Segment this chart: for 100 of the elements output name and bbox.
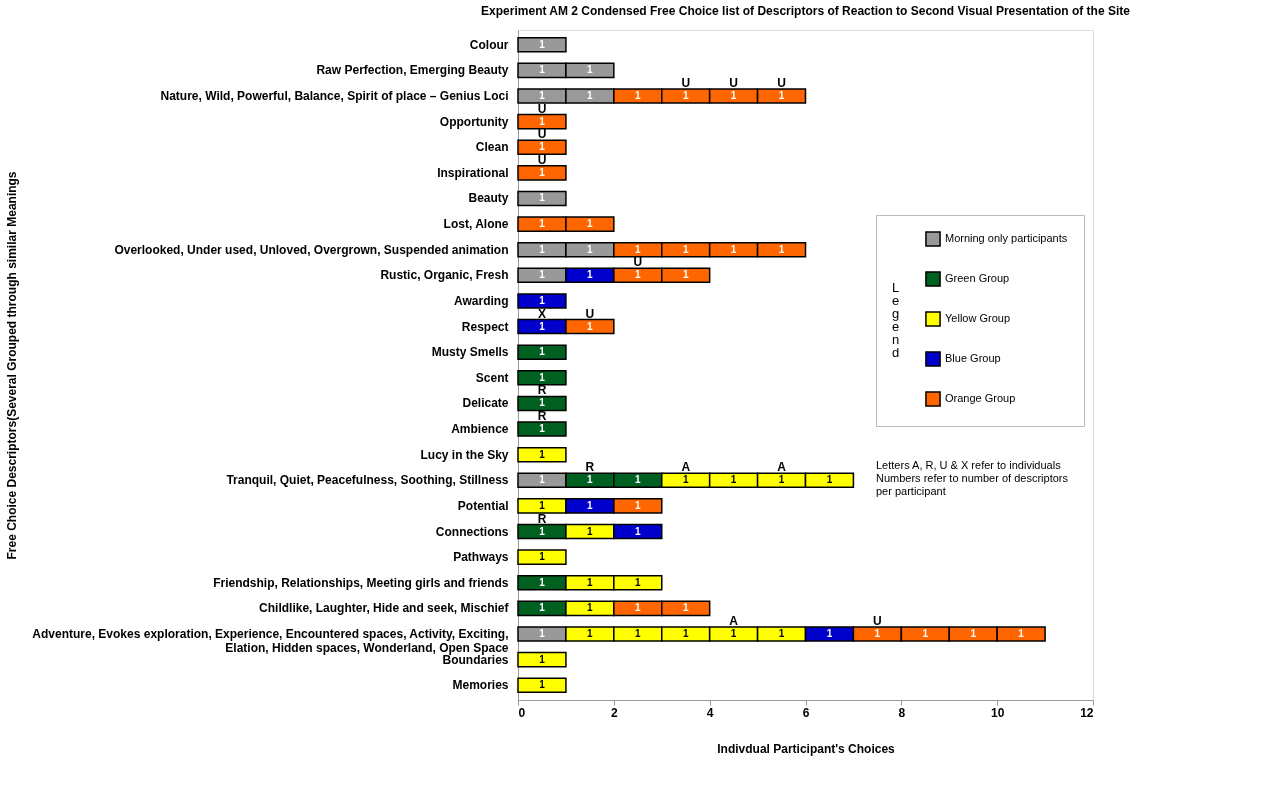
- data-label: 1: [778, 628, 785, 640]
- data-label: 1: [587, 499, 594, 511]
- bar: [517, 446, 567, 463]
- y-tick-label: Awarding: [454, 293, 509, 308]
- data-label: 1: [635, 243, 642, 255]
- annotation: U: [537, 152, 547, 167]
- x-axis-title: Indivdual Participant's Choices: [717, 741, 896, 756]
- data-label: 1: [539, 628, 546, 640]
- data-label: 1: [635, 525, 642, 537]
- y-tick-label: Clean: [475, 140, 509, 155]
- data-label: 1: [1018, 628, 1025, 640]
- y-tick-label: Connections: [435, 524, 509, 539]
- y-tick-label: Lucy in the Sky: [420, 447, 509, 462]
- y-tick-label: Memories: [452, 678, 509, 693]
- bar: [517, 344, 567, 360]
- y-tick-label: Adventure, Evokes exploration, Experience, Encountered spaces, Activity, Exciting, Elation, Hidden spaces, Wonderland, Open Space: [32, 627, 509, 656]
- y-tick-label: Overlooked, Under used, Unloved, Overgrown, Suspended animation: [114, 242, 509, 257]
- data-label: 1: [539, 166, 546, 178]
- data-label: 1: [778, 474, 785, 486]
- data-label: 1: [635, 269, 642, 281]
- data-label: 1: [587, 218, 594, 230]
- data-label: 1: [635, 576, 642, 588]
- legend-label: Yellow Group: [945, 312, 1011, 324]
- data-label: 1: [826, 474, 833, 486]
- bar: [517, 113, 567, 130]
- data-label: 1: [539, 679, 546, 691]
- data-label: 1: [539, 499, 546, 511]
- annotation: X: [537, 306, 546, 321]
- data-label: 1: [587, 64, 594, 76]
- x-tick-label: 6: [802, 705, 810, 720]
- annotation: U: [777, 75, 786, 90]
- data-label: 1: [539, 141, 546, 153]
- y-tick-label: Friendship, Relationships, Meeting girls and friends: [213, 575, 509, 590]
- y-tick-label: Inspirational: [437, 165, 509, 180]
- x-tick-label: 2: [610, 705, 618, 720]
- data-label: 1: [539, 602, 546, 614]
- data-label: 1: [587, 602, 594, 614]
- annotation: R: [585, 460, 595, 475]
- bar: [517, 677, 567, 694]
- bar: [517, 293, 567, 309]
- data-label: 1: [587, 576, 594, 588]
- bar: [517, 549, 567, 565]
- annotation: R: [537, 409, 547, 424]
- annotation: U: [681, 75, 691, 90]
- y-tick-label: Raw Perfection, Emerging Beauty: [316, 63, 509, 78]
- annotation: U: [729, 75, 738, 90]
- annotation: R: [537, 511, 547, 526]
- data-label: 1: [539, 294, 546, 306]
- annotation: U: [633, 255, 643, 270]
- legend-label: Orange Group: [945, 392, 1016, 404]
- data-label: 1: [682, 89, 689, 101]
- y-tick-label: Lost, Alone: [443, 217, 509, 232]
- data-label: 1: [730, 89, 737, 101]
- data-label: 1: [539, 346, 546, 358]
- legend-label: Morning only participants: [945, 232, 1068, 244]
- annotation: U: [585, 306, 595, 321]
- y-tick-label: Scent: [475, 370, 509, 385]
- legend-label: Blue Group: [945, 352, 1001, 364]
- data-label: 1: [682, 243, 689, 255]
- data-label: 1: [587, 269, 594, 281]
- data-label: 1: [539, 64, 546, 76]
- data-label: 1: [682, 602, 689, 614]
- data-label: 1: [539, 397, 546, 409]
- data-label: 1: [539, 38, 546, 50]
- x-tick-label: 0: [518, 705, 526, 720]
- data-label: 1: [635, 602, 642, 614]
- y-tick-label: Ambience: [451, 422, 509, 437]
- bar: [517, 165, 567, 181]
- y-tick-label: Musty Smells: [431, 345, 509, 360]
- annotation: A: [729, 614, 739, 629]
- data-label: 1: [874, 628, 881, 640]
- annotation: U: [537, 101, 547, 116]
- data-label: 1: [635, 89, 642, 101]
- annotation: R: [537, 383, 547, 398]
- data-label: 1: [922, 628, 929, 640]
- x-tick-label: 10: [990, 705, 1005, 720]
- annotation: U: [537, 127, 547, 142]
- data-label: 1: [826, 628, 833, 640]
- data-label: 1: [539, 371, 546, 383]
- bar: [517, 139, 567, 156]
- data-label: 1: [539, 551, 546, 563]
- data-label: 1: [587, 243, 594, 255]
- bar: [517, 651, 567, 668]
- data-label: 1: [539, 448, 546, 460]
- bar: [517, 421, 567, 437]
- data-label: 1: [539, 115, 546, 127]
- annotation: A: [681, 460, 691, 475]
- data-label: 1: [682, 474, 689, 486]
- data-label: 1: [682, 269, 689, 281]
- data-label: 1: [587, 474, 594, 486]
- data-label: 1: [539, 89, 546, 101]
- data-label: 1: [539, 269, 546, 281]
- data-label: 1: [539, 474, 546, 486]
- data-label: 1: [682, 628, 689, 640]
- y-tick-label: Nature, Wild, Powerful, Balance, Spirit of place – Genius Loci: [160, 88, 509, 103]
- legend-title: Legend: [892, 280, 900, 360]
- data-label: 1: [539, 320, 546, 332]
- annotation: A: [777, 460, 787, 475]
- y-tick-label: Childlike, Laughter, Hide and seek, Mischief: [259, 601, 510, 616]
- y-tick-label: Delicate: [462, 396, 509, 411]
